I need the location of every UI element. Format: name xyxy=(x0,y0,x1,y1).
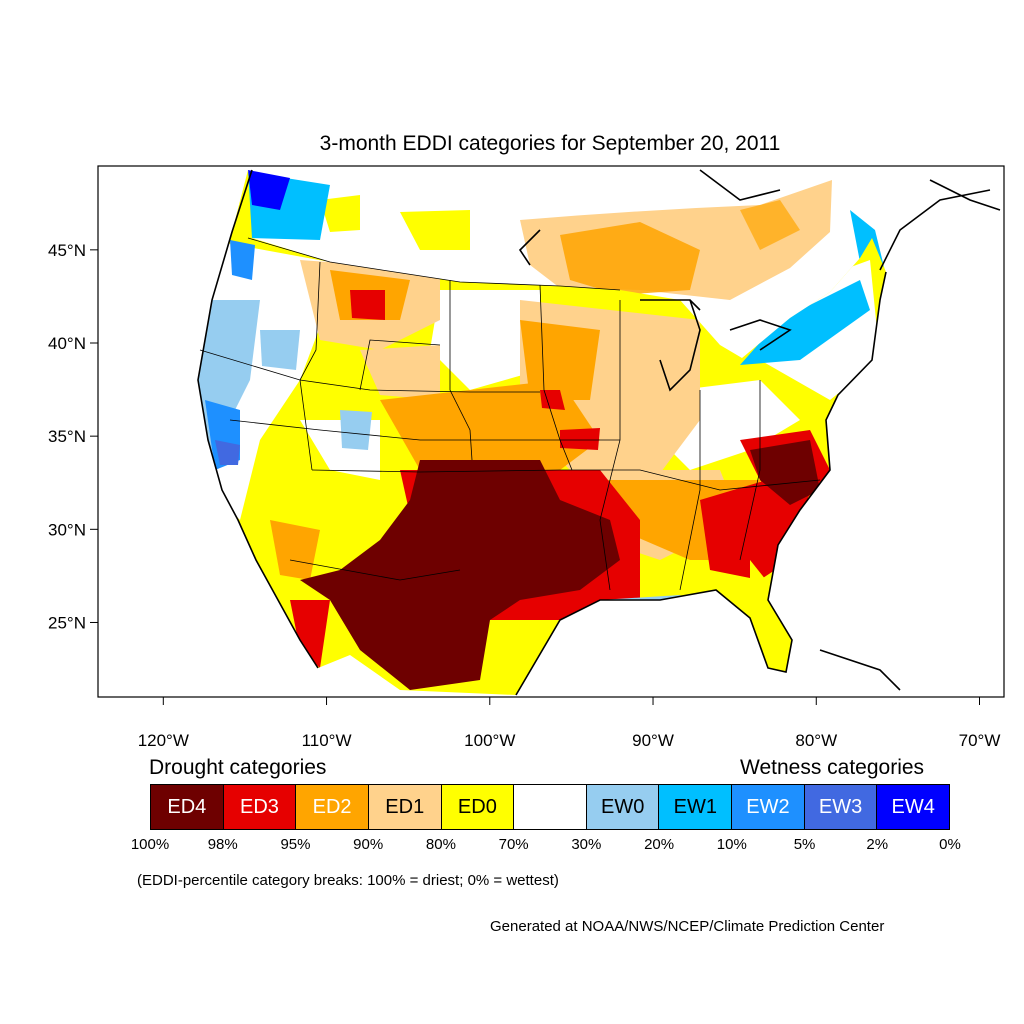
lon-tick-label: 120°W xyxy=(138,731,189,750)
legend-swatch: ED1 xyxy=(368,785,442,829)
wetness-categories-heading: Wetness categories xyxy=(740,756,925,779)
break-label: 2% xyxy=(866,836,889,853)
category-legend: ED4 ED3 ED2 ED1 ED0 EW0 EW1 EW2 EW3 EW4 xyxy=(150,784,950,830)
lon-tick-label: 80°W xyxy=(795,731,837,750)
legend-swatch: EW4 xyxy=(877,785,950,829)
latitude-axis: 45°N 40°N 35°N 30°N 25°N xyxy=(48,241,98,632)
break-label: 80% xyxy=(425,836,456,853)
lon-tick-label: 70°W xyxy=(959,731,1001,750)
legend-swatch xyxy=(514,785,587,829)
lat-tick-label: 30°N xyxy=(48,520,86,539)
legend-swatch: ED4 xyxy=(151,785,224,829)
lon-tick-label: 110°W xyxy=(302,731,352,750)
break-label: 98% xyxy=(207,836,238,853)
lat-tick-label: 40°N xyxy=(48,334,86,353)
break-label: 100% xyxy=(130,836,170,853)
break-label: 10% xyxy=(716,836,747,853)
longitude-axis: 120°W 110°W 100°W 90°W 80°W 70°W xyxy=(138,697,1001,750)
lon-tick-label: 90°W xyxy=(632,731,674,750)
lat-tick-label: 45°N xyxy=(48,241,86,260)
legend-swatch: EW1 xyxy=(659,785,733,829)
drought-categories-heading: Drought categories xyxy=(149,756,327,779)
legend-swatch: EW3 xyxy=(804,785,878,829)
legend-swatch: ED2 xyxy=(296,785,369,829)
percentile-breaks: 100% 98% 95% 90% 80% 70% 30% 20% 10% 5% 2% 0% xyxy=(131,836,961,856)
break-label: 0% xyxy=(939,836,961,853)
lat-tick-label: 35°N xyxy=(48,427,86,446)
legend-swatch: ED3 xyxy=(223,785,297,829)
lat-tick-label: 25°N xyxy=(48,613,86,632)
map-title: 3-month EDDI categories for September 20… xyxy=(319,132,781,155)
break-label: 70% xyxy=(498,836,529,853)
break-label: 30% xyxy=(571,836,602,853)
eddi-map: 45°N 40°N 35°N 30°N 25°N 120°W 110°W 100°W 90°W… xyxy=(48,165,1005,750)
breaks-note: (EDDI-percentile category breaks: 100% =… xyxy=(137,872,559,889)
break-label: 95% xyxy=(280,836,311,853)
break-label: 20% xyxy=(644,836,675,853)
legend-swatch: EW0 xyxy=(586,785,660,829)
credit-text: Generated at NOAA/NWS/NCEP/Climate Predi… xyxy=(490,918,885,935)
legend-swatch: ED0 xyxy=(441,785,515,829)
lon-tick-label: 100°W xyxy=(464,731,515,750)
break-label: 5% xyxy=(793,836,816,853)
legend-swatch: EW2 xyxy=(732,785,805,829)
break-label: 90% xyxy=(353,836,384,853)
